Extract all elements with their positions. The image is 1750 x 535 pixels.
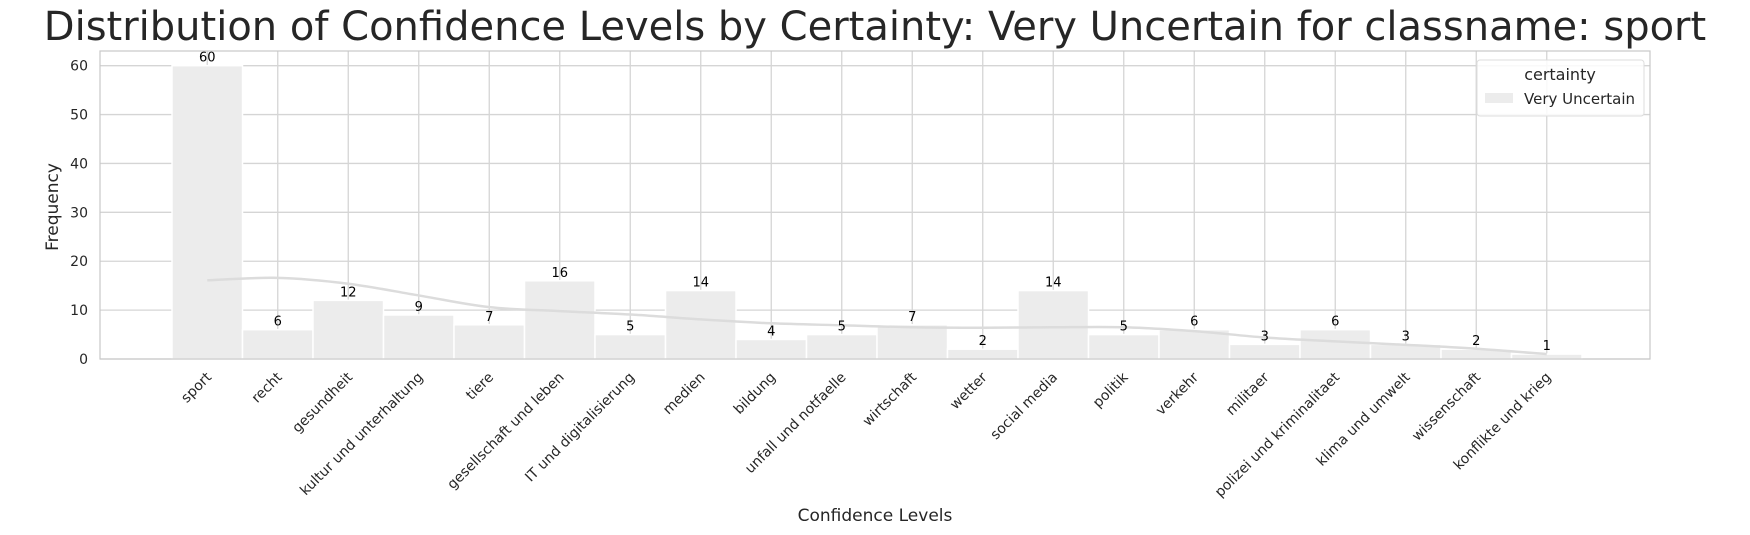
bar-value-label: 1: [1543, 339, 1551, 354]
x-tick-label: bildung: [731, 370, 779, 418]
plot-frame: [99, 50, 1651, 360]
legend-swatch: [1485, 93, 1513, 103]
bar: [805, 333, 878, 360]
bar-value-label: 3: [1261, 329, 1269, 344]
bar: [241, 328, 314, 360]
bar-value-label: 14: [692, 276, 709, 291]
x-tick-label: verkehr: [1153, 369, 1202, 418]
bar-value-label: 60: [199, 51, 216, 66]
bars: [171, 64, 1583, 360]
bar: [1510, 353, 1583, 360]
y-tick-label: 20: [70, 254, 88, 270]
y-axis-label: Frequency: [43, 163, 63, 251]
bar: [1087, 333, 1160, 360]
x-tick-label: wissenschaft: [1409, 369, 1484, 444]
bar-value-label: 7: [485, 310, 493, 325]
chart-title: Distribution of Confidence Levels by Cer…: [44, 4, 1706, 50]
legend-entry-label: Very Uncertain: [1524, 90, 1635, 108]
bar-value-label: 6: [274, 315, 282, 330]
x-tick-label: politik: [1090, 369, 1132, 411]
bar: [735, 338, 808, 360]
legend-title: certainty: [1524, 65, 1596, 84]
y-tick-label: 60: [70, 59, 88, 75]
x-tick-label: recht: [249, 369, 286, 406]
bar-value-label: 6: [1331, 315, 1339, 330]
x-tick-label: sport: [178, 369, 215, 406]
x-axis-label: Confidence Levels: [798, 506, 953, 526]
bar: [312, 299, 385, 360]
x-tick-label: social media: [988, 370, 1062, 444]
grid: [100, 51, 1650, 360]
legend-box: [1476, 59, 1645, 117]
bar-value-label: 16: [551, 266, 568, 281]
bar: [171, 64, 244, 360]
bar-value-label: 2: [1472, 334, 1480, 349]
x-tick-label: tiere: [463, 370, 497, 404]
x-tick-label: wirtschaft: [860, 369, 921, 430]
bar: [1158, 328, 1231, 360]
bar-value-label: 12: [340, 285, 357, 300]
bar: [382, 314, 455, 360]
x-tick-label: wetter: [947, 369, 991, 413]
bar: [1228, 343, 1301, 360]
kde-curve: [207, 276, 1547, 356]
y-tick-label: 10: [70, 303, 88, 319]
bar-value-label: 5: [838, 320, 846, 335]
y-tick-label: 50: [70, 108, 88, 124]
y-tick-labels: 0 10 20 30 40 50 60: [70, 59, 88, 368]
bar: [523, 280, 596, 360]
x-tick-label: kultur und unterhaltung: [297, 370, 426, 499]
bar: [1299, 328, 1372, 360]
legend: certainty Very Uncertain: [1476, 59, 1645, 117]
y-tick-label: 0: [79, 352, 88, 368]
bar: [946, 348, 1019, 360]
bar-value-label: 9: [415, 300, 423, 315]
bar-value-label: 7: [908, 310, 916, 325]
x-tick-label: gesundheit: [289, 369, 356, 436]
bar-value-labels: 60 6 12 9 7 16 5 14 4 5 7 2 14 5 6 3 6 3 2 1: [199, 51, 1551, 354]
bar-value-label: 5: [1120, 320, 1128, 335]
x-tick-label: militaer: [1223, 369, 1272, 418]
bar: [453, 324, 526, 360]
x-tick-label: medien: [660, 370, 708, 418]
bar-value-label: 2: [979, 334, 987, 349]
bar: [1017, 289, 1090, 360]
bar-value-label: 5: [626, 320, 634, 335]
bar-value-label: 3: [1402, 329, 1410, 344]
bar-value-label: 4: [767, 324, 775, 339]
x-tick-label: polizei und kriminalitaet: [1212, 369, 1343, 500]
y-tick-label: 40: [70, 156, 88, 172]
y-tick-label: 30: [70, 205, 88, 221]
bar: [876, 324, 949, 360]
x-tick-label: gesellschaft und leben: [444, 370, 567, 493]
bar-value-label: 6: [1190, 315, 1198, 330]
bar: [664, 289, 737, 360]
bar-value-label: 14: [1045, 276, 1062, 291]
bar: [594, 333, 667, 360]
